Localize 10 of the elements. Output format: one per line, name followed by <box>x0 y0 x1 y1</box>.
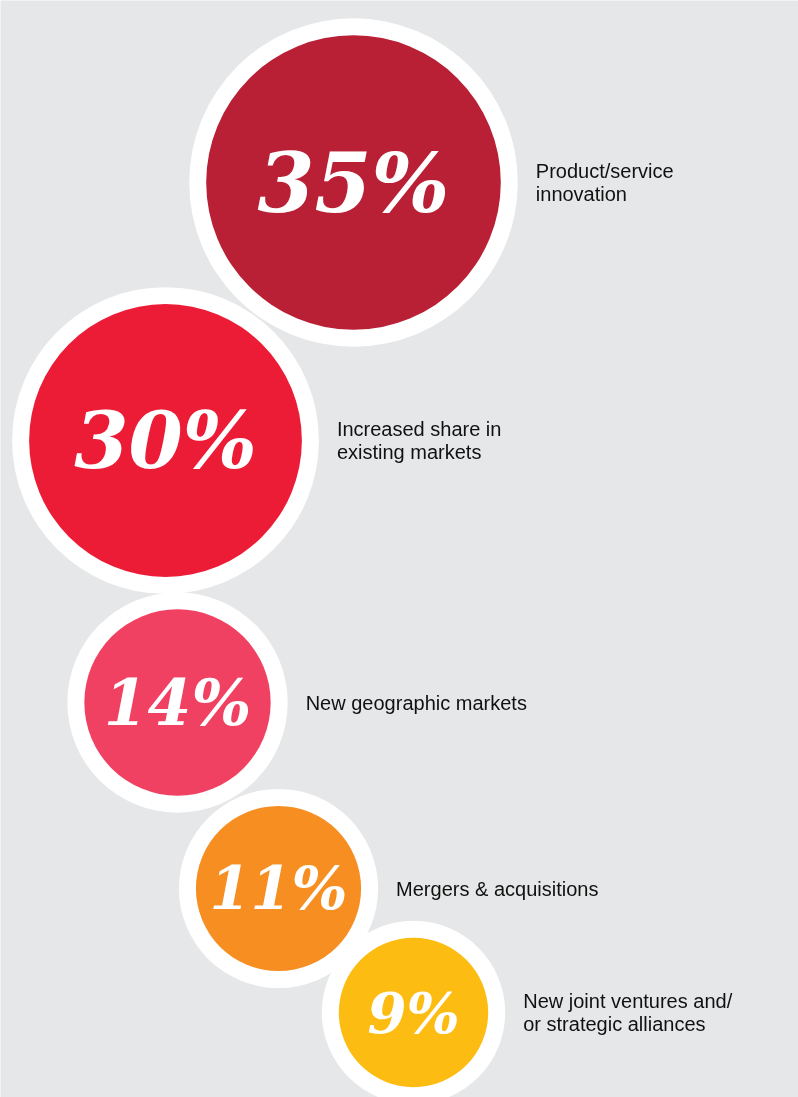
data-label: 35% <box>257 134 450 231</box>
category-label: Mergers & acquisitions <box>396 877 599 900</box>
category-label: Product/service innovation <box>535 160 674 205</box>
data-label: 11% <box>209 854 348 923</box>
data-label: 14% <box>103 665 252 740</box>
data-label: 30% <box>74 395 257 486</box>
category-label: New joint ventures and/ or strategic alliances <box>523 990 733 1035</box>
category-label: Increased share in existing markets <box>336 418 502 463</box>
data-label: 9% <box>367 979 460 1046</box>
category-label: New geographic markets <box>305 691 527 714</box>
